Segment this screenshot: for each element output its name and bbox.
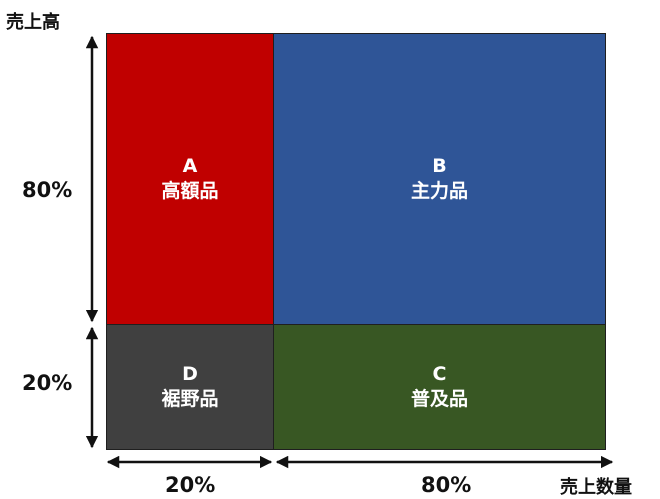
quadrant-c: C 普及品	[273, 324, 606, 450]
y-axis-title: 売上高	[6, 12, 60, 33]
quadrant-d-name: 裾野品	[161, 388, 219, 410]
quadrant-c-name: 普及品	[410, 388, 468, 410]
y-percent-top-label: 80%	[22, 178, 73, 202]
quadrant-d-letter: D	[182, 362, 198, 385]
y-percent-bottom-label: 20%	[22, 371, 73, 395]
quadrant-b-name: 主力品	[410, 180, 468, 202]
x-axis-title: 売上数量	[560, 477, 632, 498]
x-percent-right-label: 80%	[421, 473, 472, 497]
quadrant-a: A 高額品	[106, 33, 274, 325]
x-percent-left-label: 20%	[165, 473, 216, 497]
quadrant-a-name: 高額品	[161, 180, 219, 202]
quadrant-d: D 裾野品	[106, 324, 274, 450]
quadrant-b: B 主力品	[273, 33, 606, 325]
quadrant-a-letter: A	[182, 154, 198, 177]
quadrant-b-letter: B	[432, 154, 447, 177]
quadrant-c-letter: C	[432, 362, 447, 385]
